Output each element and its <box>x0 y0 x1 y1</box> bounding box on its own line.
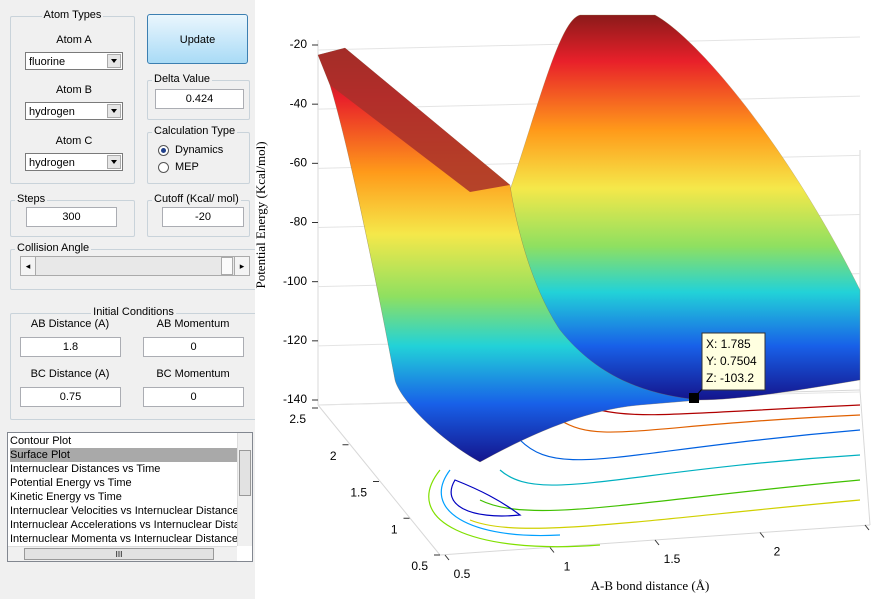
dropdown-text: fluorine <box>29 56 66 68</box>
x-tick <box>654 539 660 546</box>
group-title: Delta Value <box>152 73 213 85</box>
list-item[interactable]: Internuclear Accelerations vs Internucle… <box>10 519 237 531</box>
slider-right[interactable]: ▸ <box>234 257 249 275</box>
dropdown-arrow[interactable] <box>107 155 121 169</box>
z-axis-label: Potential Energy (Kcal/mol) <box>255 141 268 288</box>
radio-label: Dynamics <box>175 144 224 156</box>
steps-input[interactable]: 300 <box>26 207 117 227</box>
atom-dropdown[interactable]: hydrogen <box>25 153 123 171</box>
list-item[interactable]: Potential Energy vs Time <box>10 477 132 489</box>
atom-dropdown[interactable]: hydrogen <box>25 102 123 120</box>
atom-types-group: Atom Types <box>10 9 135 184</box>
atom-label: Atom B <box>55 84 93 96</box>
dropdown-arrow[interactable] <box>107 54 121 68</box>
slider-thumb[interactable] <box>221 257 233 275</box>
y-tick-label: 1 <box>391 522 398 536</box>
delta-group: Delta Value <box>147 73 250 120</box>
update-button[interactable]: Update <box>147 14 248 64</box>
slider-left[interactable]: ◂ <box>21 257 36 275</box>
surface-ridge <box>318 48 510 192</box>
datatip-text: Z: -103.2 <box>706 371 754 385</box>
y-tick-label: 2 <box>330 449 337 463</box>
y-tick-label: 2.5 <box>289 412 306 426</box>
x-tick-label: 0.5 <box>454 567 471 581</box>
datatip-text: Y: 0.7504 <box>706 354 757 368</box>
field-input[interactable]: 1.8 <box>20 337 121 357</box>
field-input[interactable]: 0.75 <box>20 387 121 407</box>
cutoff-input[interactable]: -20 <box>162 207 244 227</box>
list-item[interactable]: Internuclear Velocities vs Internuclear … <box>10 505 237 517</box>
cutoff-group: Cutoff (Kcal/ mol) <box>147 193 250 237</box>
atom-label: Atom C <box>55 135 93 147</box>
x-tick <box>549 547 555 553</box>
field-label: BC Distance (A) <box>30 368 110 380</box>
group-title: Cutoff (Kcal/ mol) <box>152 193 241 205</box>
datatip-marker[interactable] <box>689 393 699 403</box>
atom-label: Atom A <box>56 34 92 46</box>
calc-group: Calculation Type <box>147 125 250 184</box>
z-tick-label: -20 <box>290 37 308 51</box>
dropdown-text: hydrogen <box>29 106 75 118</box>
v-thumb[interactable] <box>239 450 251 496</box>
atom-dropdown[interactable]: fluorine <box>25 52 123 70</box>
h-scrollbar[interactable]: III <box>8 546 237 561</box>
x-tick-label: 1.5 <box>664 552 681 566</box>
x-tick <box>444 554 450 561</box>
surface-plot: -20 -40 -60 -80 -100 -120 -140 2.5 2 1.5 1 0.5 0.5 1 1… <box>255 0 873 599</box>
floor-contours <box>428 404 861 548</box>
list-item[interactable]: Internuclear Distances vs Time <box>10 463 161 475</box>
surface-front <box>317 47 701 463</box>
dropdown-text: hydrogen <box>29 157 75 169</box>
field-input[interactable]: 0 <box>143 337 244 357</box>
z-tick-label: -100 <box>283 274 307 288</box>
field-label: AB Momentum <box>156 318 230 330</box>
group-title: Collision Angle <box>15 242 92 254</box>
h-thumb[interactable]: III <box>24 548 214 560</box>
field-label: BC Momentum <box>156 368 230 380</box>
list-item[interactable]: Kinetic Energy vs Time <box>10 491 122 503</box>
delta-input[interactable]: 0.424 <box>155 89 244 109</box>
radio-button[interactable] <box>158 162 169 173</box>
z-tick-label: -80 <box>290 215 308 229</box>
z-tick-label: -120 <box>283 333 307 347</box>
dropdown-arrow[interactable] <box>107 104 121 118</box>
radio-label: MEP <box>175 161 199 173</box>
plot-list[interactable]: Contour Plot Surface Plot Internuclear Dis… <box>7 432 253 562</box>
z-tick-label: -140 <box>283 392 307 406</box>
angle-slider[interactable]: ◂ ▸ <box>20 256 250 276</box>
y-tick-label: 1.5 <box>350 486 367 500</box>
x-axis-label: A-B bond distance (Å) <box>591 578 710 593</box>
group-title: Initial Conditions <box>91 306 176 318</box>
datatip-box[interactable] <box>701 332 766 391</box>
group-title: Steps <box>15 193 48 205</box>
group-title: Calculation Type <box>152 125 238 137</box>
x-tick-label: 2 <box>774 545 781 559</box>
x-tick-label: 1 <box>564 560 571 574</box>
radio-button[interactable] <box>158 145 169 156</box>
steps-group: Steps <box>10 193 135 237</box>
datatip-text: X: 1.785 <box>706 337 751 351</box>
field-input[interactable]: 0 <box>143 387 244 407</box>
v-scrollbar[interactable] <box>237 433 252 546</box>
list-item[interactable]: Surface Plot <box>10 448 237 462</box>
y-tick-label: 0.5 <box>411 559 428 573</box>
x-tick <box>864 524 870 531</box>
list-item[interactable]: Internuclear Momenta vs Internuclear Dis… <box>10 533 237 545</box>
z-tick-label: -40 <box>290 96 308 110</box>
collision-group: Collision Angle <box>10 242 257 290</box>
field-label: AB Distance (A) <box>30 318 110 330</box>
initial-group: Initial Conditions <box>10 306 257 420</box>
group-title: Atom Types <box>41 9 104 21</box>
z-tick-label: -60 <box>290 156 308 170</box>
x-tick <box>759 532 765 538</box>
list-item[interactable]: Contour Plot <box>10 435 72 447</box>
